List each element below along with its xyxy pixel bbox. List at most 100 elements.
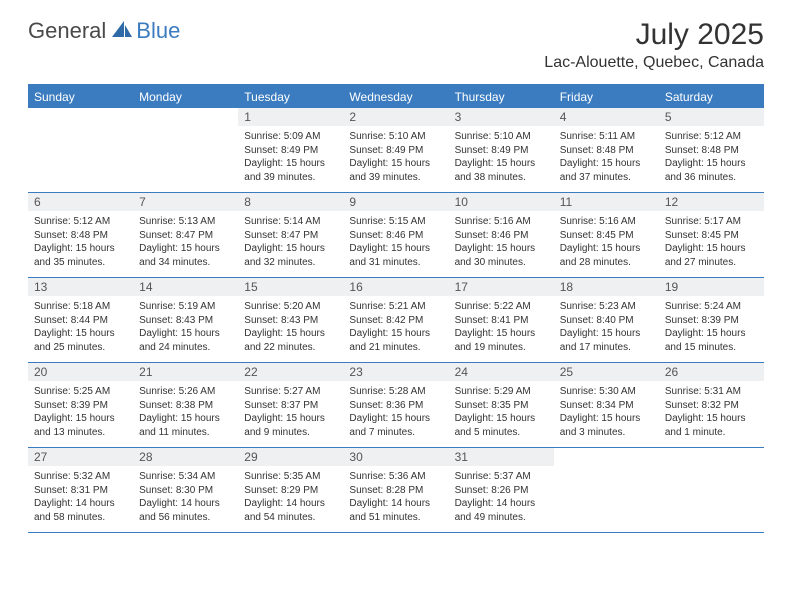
daylight-text: Daylight: 15 hours and 15 minutes. (665, 327, 758, 354)
day-number: 16 (343, 278, 448, 296)
cell-body: Sunrise: 5:12 AMSunset: 8:48 PMDaylight:… (659, 126, 764, 190)
sunrise-text: Sunrise: 5:26 AM (139, 385, 232, 399)
header: General Blue July 2025 Lac-Alouette, Que… (0, 0, 792, 78)
sunrise-text: Sunrise: 5:11 AM (560, 130, 653, 144)
cell-body: Sunrise: 5:09 AMSunset: 8:49 PMDaylight:… (238, 126, 343, 190)
daylight-text: Daylight: 15 hours and 36 minutes. (665, 157, 758, 184)
daylight-text: Daylight: 15 hours and 24 minutes. (139, 327, 232, 354)
daylight-text: Daylight: 15 hours and 19 minutes. (455, 327, 548, 354)
sunrise-text: Sunrise: 5:36 AM (349, 470, 442, 484)
cell-body: Sunrise: 5:31 AMSunset: 8:32 PMDaylight:… (659, 381, 764, 445)
week-row: 6Sunrise: 5:12 AMSunset: 8:48 PMDaylight… (28, 193, 764, 278)
sunrise-text: Sunrise: 5:18 AM (34, 300, 127, 314)
daylight-text: Daylight: 15 hours and 17 minutes. (560, 327, 653, 354)
day-number: 31 (449, 448, 554, 466)
calendar-cell: 1Sunrise: 5:09 AMSunset: 8:49 PMDaylight… (238, 108, 343, 192)
title-block: July 2025 Lac-Alouette, Quebec, Canada (544, 18, 764, 72)
dayhead-monday: Monday (133, 86, 238, 108)
sunrise-text: Sunrise: 5:31 AM (665, 385, 758, 399)
sunrise-text: Sunrise: 5:28 AM (349, 385, 442, 399)
day-number: 2 (343, 108, 448, 126)
cell-body: Sunrise: 5:21 AMSunset: 8:42 PMDaylight:… (343, 296, 448, 360)
sunset-text: Sunset: 8:26 PM (455, 484, 548, 498)
day-number: 26 (659, 363, 764, 381)
daylight-text: Daylight: 14 hours and 56 minutes. (139, 497, 232, 524)
calendar-cell (133, 108, 238, 192)
daylight-text: Daylight: 15 hours and 21 minutes. (349, 327, 442, 354)
week-row: 27Sunrise: 5:32 AMSunset: 8:31 PMDayligh… (28, 448, 764, 533)
daylight-text: Daylight: 15 hours and 7 minutes. (349, 412, 442, 439)
sunset-text: Sunset: 8:46 PM (455, 229, 548, 243)
sunrise-text: Sunrise: 5:32 AM (34, 470, 127, 484)
day-number: 11 (554, 193, 659, 211)
calendar-cell: 17Sunrise: 5:22 AMSunset: 8:41 PMDayligh… (449, 278, 554, 362)
daylight-text: Daylight: 14 hours and 54 minutes. (244, 497, 337, 524)
day-number: 28 (133, 448, 238, 466)
sunrise-text: Sunrise: 5:23 AM (560, 300, 653, 314)
day-number: 9 (343, 193, 448, 211)
cell-body: Sunrise: 5:17 AMSunset: 8:45 PMDaylight:… (659, 211, 764, 275)
cell-body: Sunrise: 5:16 AMSunset: 8:45 PMDaylight:… (554, 211, 659, 275)
sunset-text: Sunset: 8:41 PM (455, 314, 548, 328)
weeks-container: 1Sunrise: 5:09 AMSunset: 8:49 PMDaylight… (28, 108, 764, 533)
sunrise-text: Sunrise: 5:09 AM (244, 130, 337, 144)
calendar-cell (659, 448, 764, 532)
sunset-text: Sunset: 8:45 PM (560, 229, 653, 243)
cell-body: Sunrise: 5:34 AMSunset: 8:30 PMDaylight:… (133, 466, 238, 530)
cell-body: Sunrise: 5:35 AMSunset: 8:29 PMDaylight:… (238, 466, 343, 530)
calendar-cell: 6Sunrise: 5:12 AMSunset: 8:48 PMDaylight… (28, 193, 133, 277)
daylight-text: Daylight: 15 hours and 39 minutes. (244, 157, 337, 184)
cell-body: Sunrise: 5:28 AMSunset: 8:36 PMDaylight:… (343, 381, 448, 445)
calendar-cell: 13Sunrise: 5:18 AMSunset: 8:44 PMDayligh… (28, 278, 133, 362)
cell-body: Sunrise: 5:24 AMSunset: 8:39 PMDaylight:… (659, 296, 764, 360)
daylight-text: Daylight: 15 hours and 13 minutes. (34, 412, 127, 439)
calendar-cell: 14Sunrise: 5:19 AMSunset: 8:43 PMDayligh… (133, 278, 238, 362)
calendar-cell: 16Sunrise: 5:21 AMSunset: 8:42 PMDayligh… (343, 278, 448, 362)
day-number: 20 (28, 363, 133, 381)
sunrise-text: Sunrise: 5:14 AM (244, 215, 337, 229)
sunset-text: Sunset: 8:30 PM (139, 484, 232, 498)
sunset-text: Sunset: 8:46 PM (349, 229, 442, 243)
dayhead-row: Sunday Monday Tuesday Wednesday Thursday… (28, 86, 764, 108)
sunrise-text: Sunrise: 5:35 AM (244, 470, 337, 484)
cell-body: Sunrise: 5:18 AMSunset: 8:44 PMDaylight:… (28, 296, 133, 360)
day-number: 21 (133, 363, 238, 381)
sunrise-text: Sunrise: 5:30 AM (560, 385, 653, 399)
daylight-text: Daylight: 15 hours and 5 minutes. (455, 412, 548, 439)
dayhead-wednesday: Wednesday (343, 86, 448, 108)
calendar-cell: 5Sunrise: 5:12 AMSunset: 8:48 PMDaylight… (659, 108, 764, 192)
calendar-cell: 9Sunrise: 5:15 AMSunset: 8:46 PMDaylight… (343, 193, 448, 277)
daylight-text: Daylight: 15 hours and 35 minutes. (34, 242, 127, 269)
day-number: 18 (554, 278, 659, 296)
day-number: 8 (238, 193, 343, 211)
calendar-cell: 25Sunrise: 5:30 AMSunset: 8:34 PMDayligh… (554, 363, 659, 447)
cell-body: Sunrise: 5:37 AMSunset: 8:26 PMDaylight:… (449, 466, 554, 530)
day-number: 25 (554, 363, 659, 381)
calendar-cell (554, 448, 659, 532)
day-number: 5 (659, 108, 764, 126)
day-number: 29 (238, 448, 343, 466)
day-number: 23 (343, 363, 448, 381)
sunrise-text: Sunrise: 5:21 AM (349, 300, 442, 314)
dayhead-tuesday: Tuesday (238, 86, 343, 108)
sunrise-text: Sunrise: 5:20 AM (244, 300, 337, 314)
day-number: 6 (28, 193, 133, 211)
dayhead-sunday: Sunday (28, 86, 133, 108)
sunset-text: Sunset: 8:48 PM (665, 144, 758, 158)
calendar-cell (28, 108, 133, 192)
sunset-text: Sunset: 8:37 PM (244, 399, 337, 413)
sunset-text: Sunset: 8:40 PM (560, 314, 653, 328)
calendar: Sunday Monday Tuesday Wednesday Thursday… (28, 84, 764, 533)
week-row: 1Sunrise: 5:09 AMSunset: 8:49 PMDaylight… (28, 108, 764, 193)
sunset-text: Sunset: 8:35 PM (455, 399, 548, 413)
daylight-text: Daylight: 15 hours and 28 minutes. (560, 242, 653, 269)
cell-body: Sunrise: 5:12 AMSunset: 8:48 PMDaylight:… (28, 211, 133, 275)
day-number: 12 (659, 193, 764, 211)
sunset-text: Sunset: 8:44 PM (34, 314, 127, 328)
day-number: 14 (133, 278, 238, 296)
day-number: 3 (449, 108, 554, 126)
day-number: 7 (133, 193, 238, 211)
sunset-text: Sunset: 8:49 PM (244, 144, 337, 158)
month-title: July 2025 (544, 18, 764, 52)
cell-body: Sunrise: 5:11 AMSunset: 8:48 PMDaylight:… (554, 126, 659, 190)
